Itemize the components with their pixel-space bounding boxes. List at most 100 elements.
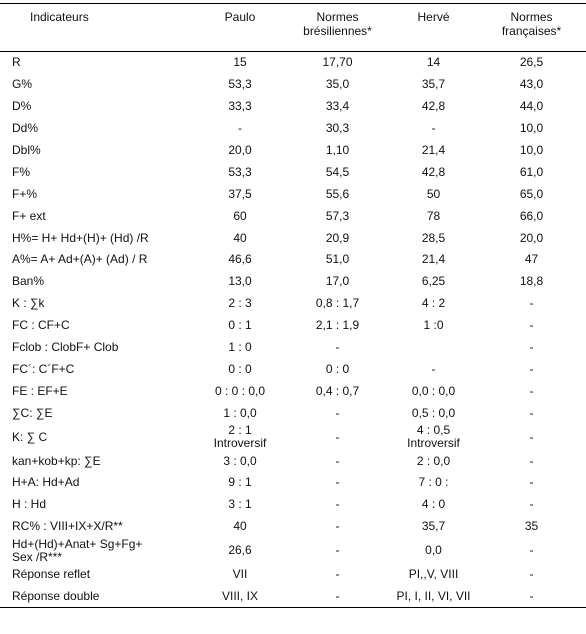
cell-value: 51,0 xyxy=(325,252,350,267)
cell-value: 21,4 xyxy=(421,252,446,267)
cell-value: - xyxy=(335,567,340,582)
cell-value: 4 : 0,5 Introversif xyxy=(407,423,460,451)
indicator-name: H : Hd xyxy=(12,497,47,512)
table-row: Réponse reflet VII - PI,,V, VIII - xyxy=(0,564,586,586)
indicator-name: A%= A+ Ad+(A)+ (Ad) / R xyxy=(12,252,148,267)
cell-value: - xyxy=(335,405,340,420)
indicator-name: Dd% xyxy=(12,121,39,136)
cell-value: 35,0 xyxy=(325,77,350,92)
indicator-name: R xyxy=(12,55,21,70)
indicator-name: D% xyxy=(12,99,32,114)
table-row: R 15 17,70 14 26,5 xyxy=(0,52,586,74)
cell-value: 28,5 xyxy=(421,230,446,245)
indicator-name: RC% : VIII+IX+X/R** xyxy=(12,519,123,534)
cell-value: - xyxy=(335,453,340,468)
cell-value: 46,6 xyxy=(228,252,252,267)
header-cell: Hervé xyxy=(390,3,477,52)
cell-value: - xyxy=(529,318,534,333)
cell-value xyxy=(390,337,477,359)
table-row: H : Hd 3 : 1 - 4 : 0 - xyxy=(0,494,586,516)
cell-value: 9 : 1 xyxy=(228,475,252,490)
cell-value: 2,1 : 1,9 xyxy=(315,318,360,333)
table-row: FE : EF+E 0 : 0 : 0,0 0,4 : 0,7 0,0 : 0,0 - xyxy=(0,380,586,402)
table-row: G% 53,3 35,0 35,7 43,0 xyxy=(0,74,586,96)
cell-value: 40 xyxy=(233,519,247,534)
cell-value: 47 xyxy=(524,252,539,267)
cell-value: 0,0 : 0,0 xyxy=(411,383,456,398)
cell-value: - xyxy=(335,543,340,558)
indicator-name: F% xyxy=(12,164,30,179)
table-row: H+A: Hd+Ad 9 : 1 - 7 : 0 : - xyxy=(0,472,586,494)
table-row: K : ∑k 2 : 3 0,8 : 1,7 4 : 2 - xyxy=(0,293,586,315)
cell-value: 66,0 xyxy=(519,208,544,223)
cell-value: 21,4 xyxy=(421,143,446,157)
cell-value: 33,3 xyxy=(228,99,252,114)
cell-value: - xyxy=(529,475,534,490)
table-row: Dd% - 30,3 - 10,0 xyxy=(0,118,586,140)
cell-value: - xyxy=(529,567,534,582)
table-row: Ban% 13,0 17,0 6,25 18,8 xyxy=(0,271,586,293)
table-row: Fclob : ClobF+ Clob 1 : 0 - - xyxy=(0,337,586,359)
header-cell: Indicateurs xyxy=(0,3,195,52)
cell-value: 3 : 1 xyxy=(228,497,252,512)
cell-value: - xyxy=(529,383,534,398)
indicator-name: F+ ext xyxy=(12,208,46,223)
cell-value: - xyxy=(335,497,340,512)
indicator-name: K : ∑k xyxy=(12,296,45,311)
indicator-table: Indicateurs Paulo Normes brésiliennes* Herv… xyxy=(0,3,586,609)
table-row: kan+kob+kp: ∑E 3 : 0,0 - 2 : 0,0 - xyxy=(0,450,586,472)
indicator-name: kan+kob+kp: ∑E xyxy=(12,453,101,468)
indicator-name: H+A: Hd+Ad xyxy=(12,475,80,490)
cell-value: 2 : 3 xyxy=(228,296,252,311)
cell-value: - xyxy=(477,585,586,609)
table-row: FC´: C´F+C 0 : 0 0 : 0 - - xyxy=(0,358,586,380)
header-cell: Normes brésiliennes* xyxy=(285,3,390,52)
cell-value: 57,3 xyxy=(325,208,350,223)
cell-value: 0,0 xyxy=(425,543,442,558)
indicator-name: F+% xyxy=(12,186,38,201)
cell-value: - xyxy=(529,429,534,444)
cell-value: 30,3 xyxy=(325,121,350,136)
indicator-name: Réponse reflet xyxy=(12,567,91,582)
cell-value: 35,7 xyxy=(421,77,446,92)
cell-value: 7 : 0 : xyxy=(418,475,449,490)
cell-value: PI,,V, VIII xyxy=(408,567,459,582)
cell-value: 10,0 xyxy=(519,143,544,157)
cell-value: VII xyxy=(232,567,248,582)
table-row: Réponse double VIII, IX - PI, I, II, VI, VI… xyxy=(0,585,586,609)
cell-value: 42,8 xyxy=(421,164,446,179)
indicator-name: H%= H+ Hd+(H)+ (Hd) /R xyxy=(12,230,149,245)
cell-value: - xyxy=(431,121,436,136)
cell-value: 26,6 xyxy=(228,543,252,558)
cell-value: 78 xyxy=(426,208,441,223)
table-row: RC% : VIII+IX+X/R** 40 - 35,7 35 xyxy=(0,516,586,538)
cell-value: 17,70 xyxy=(322,55,353,70)
cell-value: 50 xyxy=(426,186,441,201)
cell-value: 18,8 xyxy=(519,274,544,289)
cell-value: 60 xyxy=(233,208,247,223)
table-row: K: ∑ C 2 : 1 Introversif - 4 : 0,5 Introver… xyxy=(0,424,586,450)
cell-value: 20,9 xyxy=(325,230,350,245)
cell-value: - xyxy=(529,543,534,558)
cell-value: 26,5 xyxy=(519,55,544,70)
cell-value: 1,10 xyxy=(325,143,350,157)
table-body: R 15 17,70 14 26,5 G% 53,3 35,0 35,7 43,0 D% 33,3 33… xyxy=(0,52,586,609)
cell-value: 13,0 xyxy=(228,274,252,289)
cell-value: 1 : 0,0 xyxy=(223,405,257,420)
cell-value: - xyxy=(238,121,242,136)
cell-value: 42,8 xyxy=(421,99,446,114)
cell-value: 4 : 2 xyxy=(421,296,446,311)
cell-value: 3 : 0,0 xyxy=(223,453,257,468)
cell-value: 2 : 1 Introversif xyxy=(213,423,267,451)
cell-value: 43,0 xyxy=(519,77,544,92)
cell-value: - xyxy=(529,453,534,468)
indicator-name: FC´: C´F+C xyxy=(12,361,75,376)
cell-value: 35 xyxy=(524,519,539,534)
cell-value: 1 : 0 xyxy=(228,340,252,355)
cell-value: 0 : 0 xyxy=(228,361,252,376)
cell-value: 10,0 xyxy=(519,121,544,136)
table-row: D% 33,3 33,4 42,8 44,0 xyxy=(0,96,586,118)
cell-value: - xyxy=(529,296,534,311)
cell-value: 4 : 0 xyxy=(421,497,446,512)
cell-value: - xyxy=(529,497,534,512)
